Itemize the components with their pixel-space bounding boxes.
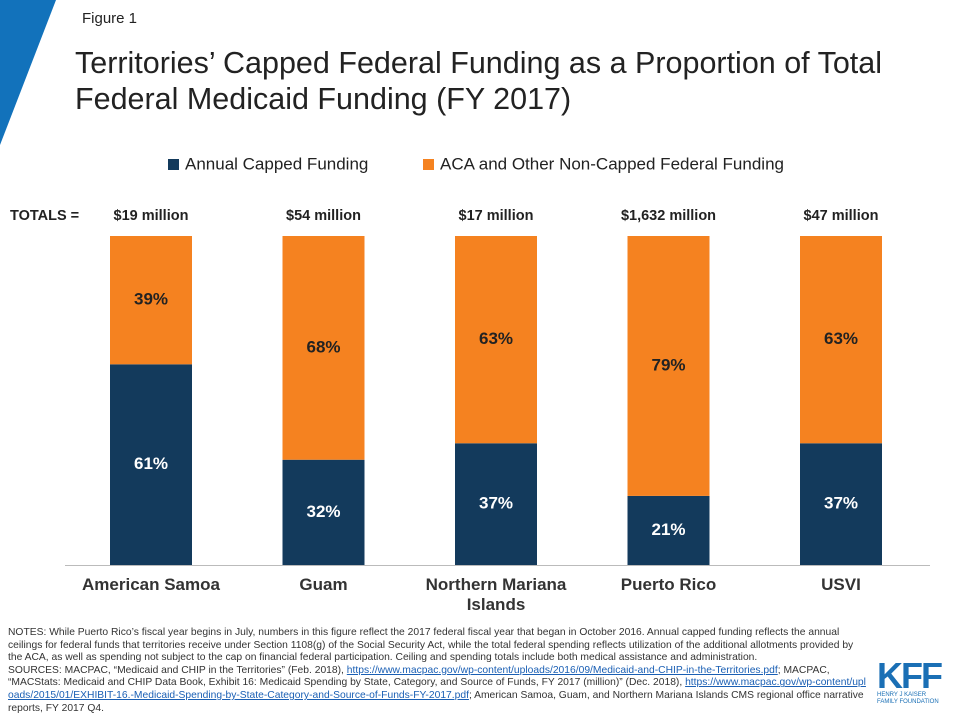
value-label: 61%: [134, 454, 168, 473]
bar-segment: [455, 443, 537, 565]
totals-label: TOTALS =: [10, 208, 79, 224]
source-text: ; American Samoa, Guam, and Northern Mar…: [8, 689, 864, 714]
x-tick-label: Puerto Rico: [620, 575, 717, 594]
logo-name: HENRY J KAISER FAMILY FOUNDATION: [877, 692, 939, 705]
figure-label: Figure 1: [82, 10, 138, 27]
x-tick-label: Northern Mariana Islands: [425, 575, 567, 614]
x-tick-label: USVI: [821, 575, 861, 594]
bar-segment: [282, 236, 365, 460]
bar-segment: [282, 459, 365, 565]
notes: NOTES: While Puerto Rico’s fiscal year b…: [8, 627, 854, 664]
value-label: 79%: [651, 355, 685, 374]
logo-mark: KFF: [877, 655, 943, 696]
total-label: $17 million: [459, 208, 534, 224]
source-text: ; MACPAC, “MACStats: Medicaid and CHIP D…: [8, 664, 830, 689]
bar-segment: [110, 236, 192, 365]
source-link: https://www.macpac.gov/wp-content/upload…: [346, 664, 778, 676]
notes-block: NOTES: While Puerto Rico’s fiscal year b…: [8, 627, 866, 715]
legend-label: ACA and Other Non-Capped Federal Funding: [440, 154, 784, 173]
bar-segment: [627, 495, 710, 565]
total-label: $19 million: [114, 208, 189, 224]
bar-segment: [800, 443, 882, 565]
total-label: $54 million: [286, 208, 361, 224]
sources: SOURCES: MACPAC, “Medicaid and CHIP in t…: [8, 665, 866, 715]
total-label: $1,632 million: [621, 208, 716, 224]
source-text: SOURCES: MACPAC, “Medicaid and CHIP in t…: [8, 664, 347, 676]
value-label: 63%: [479, 329, 513, 348]
source-link: https://www.macpac.gov/wp-content/upload…: [8, 677, 866, 701]
x-tick-label: Guam: [299, 575, 348, 594]
value-label: 37%: [824, 494, 858, 513]
chart-title: Territories’ Capped Federal Funding as a…: [75, 46, 882, 116]
value-label: 39%: [134, 290, 168, 309]
legend-label: Annual Capped Funding: [185, 154, 368, 173]
value-label: 37%: [479, 494, 513, 513]
legend-swatch: [168, 159, 179, 170]
corner-triangle: [0, 0, 56, 145]
bar-segment: [110, 364, 192, 565]
bar-segment: [627, 236, 710, 496]
legend-swatch: [423, 159, 434, 170]
x-tick-label: American Samoa: [82, 575, 220, 594]
bar-segment: [800, 236, 882, 444]
bar-segment: [455, 236, 537, 444]
value-label: 32%: [306, 502, 340, 521]
total-label: $47 million: [804, 208, 879, 224]
value-label: 63%: [824, 329, 858, 348]
value-label: 68%: [306, 337, 340, 356]
value-label: 21%: [651, 520, 685, 539]
logo: KFF HENRY J KAISER FAMILY FOUNDATION: [877, 655, 952, 706]
